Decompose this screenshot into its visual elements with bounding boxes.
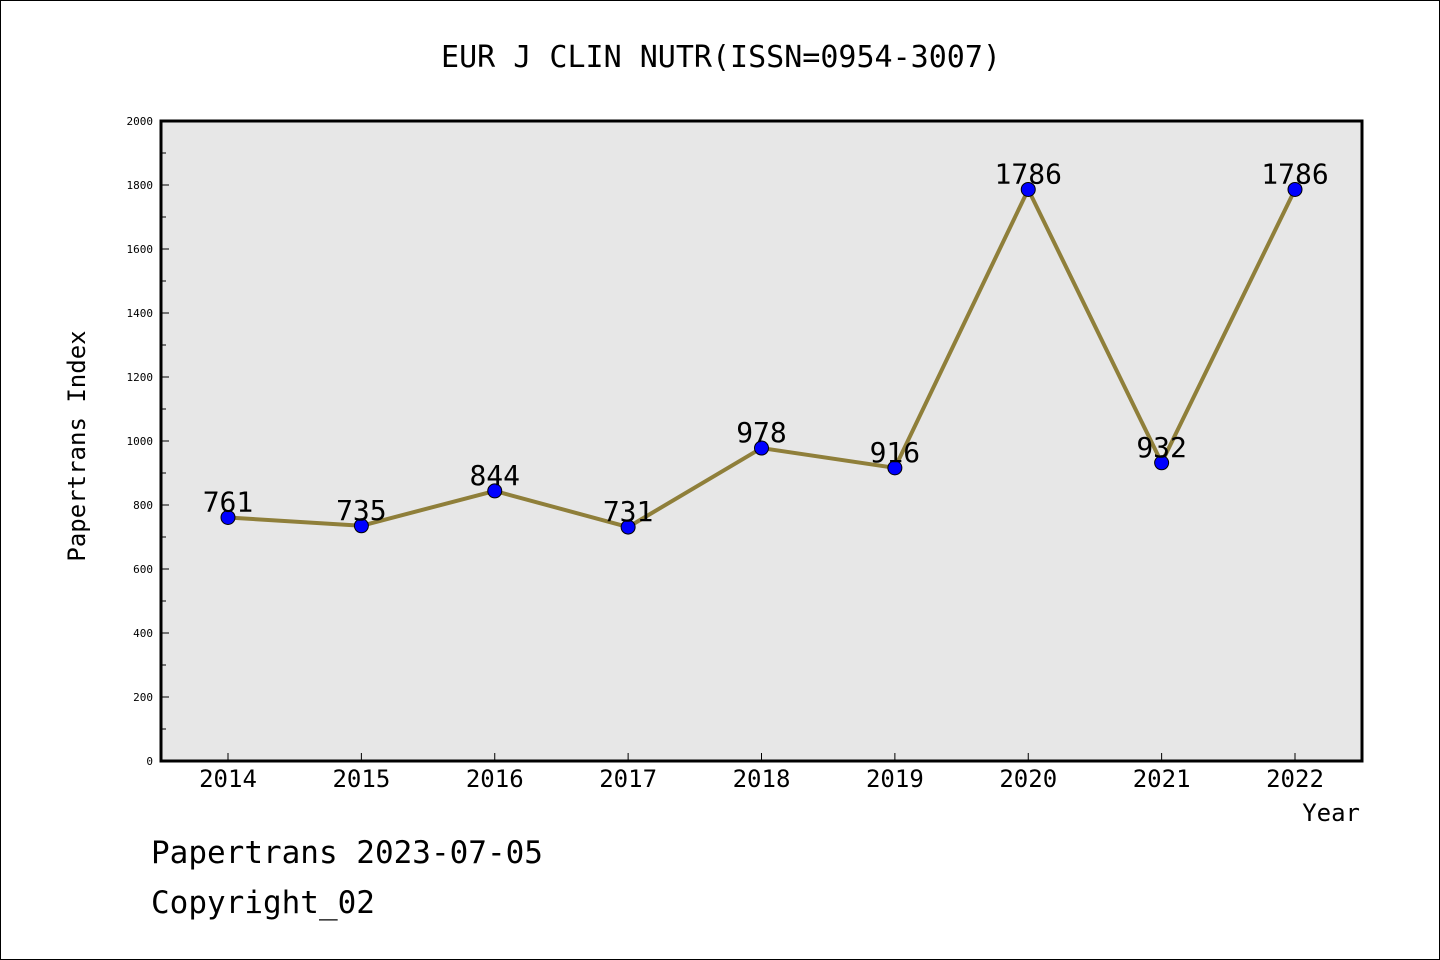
y-tick-label: 1600	[127, 243, 154, 256]
chart-title: EUR J CLIN NUTR(ISSN=0954-3007)	[441, 40, 1001, 75]
footer-source: Papertrans 2023-07-05	[151, 835, 543, 871]
y-tick-label: 1400	[127, 307, 154, 320]
x-tick-label: 2021	[1133, 765, 1191, 793]
x-tick-label: 2014	[199, 765, 257, 793]
data-point	[887, 460, 903, 476]
y-tick-label: 1000	[127, 435, 154, 448]
y-tick-label: 200	[133, 691, 153, 704]
data-label: 916	[870, 436, 921, 469]
data-point	[620, 519, 636, 535]
data-label: 731	[603, 495, 654, 528]
data-point	[353, 518, 369, 534]
x-tick-label: 2022	[1266, 765, 1324, 793]
series-layer: 761 735 844 731 978 916 1786 932 1786	[203, 157, 1329, 535]
x-tick-label: 2018	[733, 765, 791, 793]
y-tick-label: 1800	[127, 179, 154, 192]
footer-copyright: Copyright_02	[151, 885, 375, 921]
x-tick-label: 2019	[866, 765, 924, 793]
y-tick-label: 1200	[127, 371, 154, 384]
data-label: 1786	[995, 157, 1062, 190]
x-tick-label: 2017	[599, 765, 657, 793]
data-point	[487, 483, 503, 499]
data-label: 761	[203, 485, 254, 518]
y-tick-label: 800	[133, 499, 153, 512]
data-label: 978	[736, 416, 787, 449]
y-axis-label: Papertrans Index	[63, 330, 91, 561]
data-point	[1287, 181, 1303, 197]
y-tick-label: 400	[133, 627, 153, 640]
x-tick-label: 2015	[332, 765, 390, 793]
x-tick-label: 2016	[466, 765, 524, 793]
data-label: 844	[469, 459, 520, 492]
y-axis: 0 200 400 600 800 1000 1200 1400 1600 1800 2000	[127, 115, 169, 768]
data-label: 735	[336, 494, 387, 527]
x-axis-label: Year	[1302, 799, 1360, 827]
data-point	[754, 440, 769, 456]
data-point	[1020, 181, 1036, 197]
y-tick-label: 600	[133, 563, 153, 576]
y-tick-label: 2000	[127, 115, 154, 128]
x-axis: 2014 2015 2016 2017 2018 2019 2020 2021 2022	[199, 753, 1324, 793]
data-point	[220, 509, 236, 525]
x-tick-label: 2020	[999, 765, 1057, 793]
y-tick-label: 0	[146, 755, 153, 768]
data-point	[1154, 455, 1170, 471]
data-label: 932	[1136, 431, 1187, 464]
data-label: 1786	[1261, 157, 1328, 190]
